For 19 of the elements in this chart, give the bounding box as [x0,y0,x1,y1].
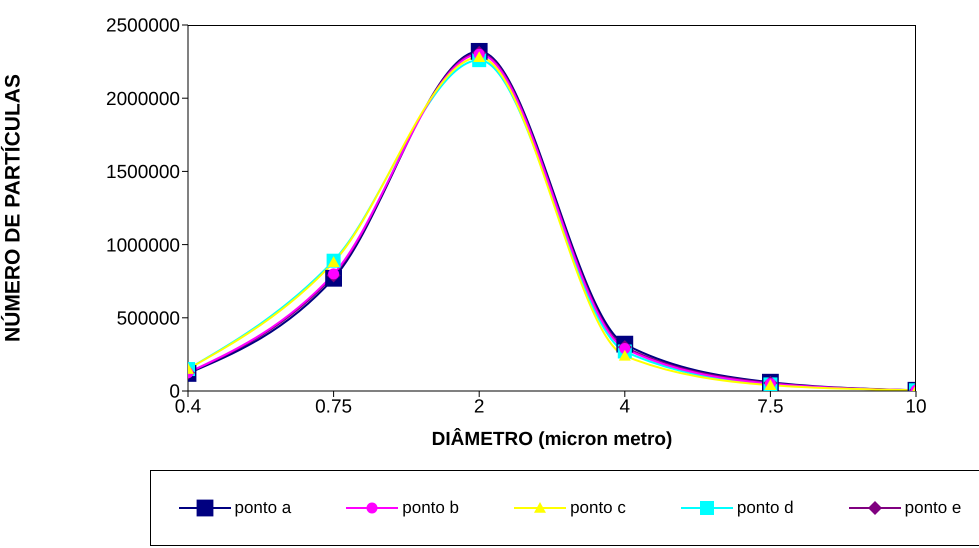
point [618,350,631,361]
y-axis-title: NÚMERO DE PARTÍCULAS [0,74,24,342]
y-tick-label: 1500000 [106,162,180,184]
x-tick-label: 10 [905,396,927,418]
y-tick-label: 2000000 [106,88,180,110]
x-tick-label: 0.75 [315,396,352,418]
legend-label: ponto a [234,498,292,518]
legend-label: ponto d [736,498,794,518]
point [328,256,340,267]
legend-label: ponto b [402,498,460,518]
legend-label: ponto c [570,498,626,518]
y-tick-label: 500000 [116,308,180,330]
x-axis-title: DIÂMETRO (micron metro) [432,427,672,450]
x-tick-label: 7.5 [757,396,784,418]
y-tick-label: 1000000 [106,235,180,256]
x-tick-label: 2 [474,396,484,418]
x-tick-label: 4 [620,396,631,418]
legend-label: ponto e [904,498,962,518]
y-tick-label: 2500000 [106,16,180,37]
